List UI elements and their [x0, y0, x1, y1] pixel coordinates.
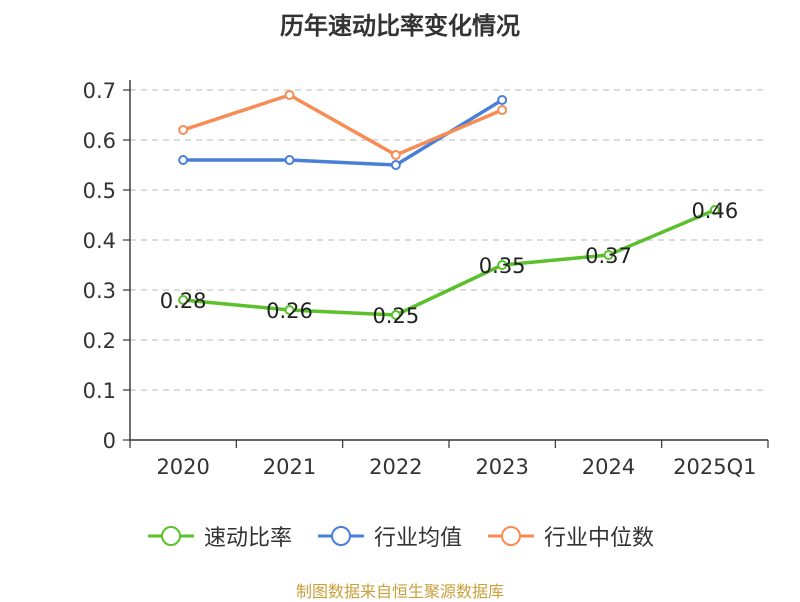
y-tick-label: 0.6: [83, 129, 116, 153]
data-point: [709, 205, 720, 215]
legend-line-marker-icon: [486, 524, 536, 548]
x-tick-label: 2021: [263, 455, 316, 479]
data-label: 0.28: [160, 289, 207, 313]
data-label: 0.26: [266, 299, 313, 323]
data-point: [603, 250, 614, 260]
data-point: [390, 160, 401, 170]
data-point: [284, 90, 295, 100]
data-point: [390, 310, 401, 320]
legend-line-marker-icon: [146, 524, 196, 548]
y-tick-label: 0.7: [83, 79, 116, 103]
x-tick-label: 2025Q1: [673, 455, 756, 479]
series-line: [183, 208, 716, 317]
source-note: 制图数据来自恒生聚源数据库: [295, 582, 504, 601]
data-point: [178, 125, 189, 135]
legend-label: 速动比率: [203, 526, 292, 551]
chart-title: 历年速动比率变化情况: [280, 12, 520, 40]
chart-legend: 速动比率 行业均值 行业中位数: [0, 520, 800, 552]
y-tick-label: 0.2: [83, 329, 116, 353]
x-tick-label: 2020: [156, 455, 209, 479]
y-tick-label: 0: [103, 429, 116, 453]
data-label: 0.35: [479, 254, 526, 278]
x-tick-label: 2023: [475, 455, 528, 479]
y-tick-label: 0.5: [83, 179, 116, 203]
data-point: [178, 295, 189, 305]
data-point: [497, 95, 508, 105]
legend-item[interactable]: 速动比率: [146, 520, 292, 552]
data-point: [284, 305, 295, 315]
data-label: 0.46: [691, 199, 738, 223]
data-label: 0.25: [372, 304, 419, 328]
y-tick-label: 0.1: [83, 379, 116, 403]
series-line: [183, 98, 504, 167]
data-point: [284, 155, 295, 165]
legend-label: 行业均值: [373, 526, 462, 551]
y-tick-label: 0.4: [83, 229, 116, 253]
data-point: [497, 260, 508, 270]
data-point: [497, 105, 508, 115]
x-tick-label: 2024: [582, 455, 635, 479]
legend-item[interactable]: 行业均值: [316, 520, 462, 552]
series-line: [182, 93, 503, 157]
x-tick-label: 2022: [369, 455, 422, 479]
data-label: 0.37: [585, 244, 632, 268]
data-point: [178, 155, 189, 165]
legend-line-marker-icon: [316, 524, 366, 548]
legend-item[interactable]: 行业中位数: [486, 520, 654, 552]
data-point: [390, 150, 401, 160]
legend-label: 行业中位数: [544, 526, 655, 551]
y-tick-label: 0.3: [83, 279, 116, 303]
